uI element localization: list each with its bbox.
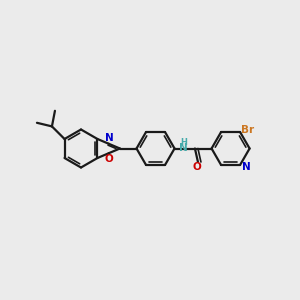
Text: Br: Br	[241, 125, 254, 135]
Text: N: N	[242, 162, 251, 172]
Text: N: N	[105, 133, 114, 143]
Text: O: O	[105, 154, 114, 164]
Text: O: O	[193, 162, 201, 172]
Text: N: N	[179, 143, 188, 153]
Text: H: H	[180, 138, 187, 147]
